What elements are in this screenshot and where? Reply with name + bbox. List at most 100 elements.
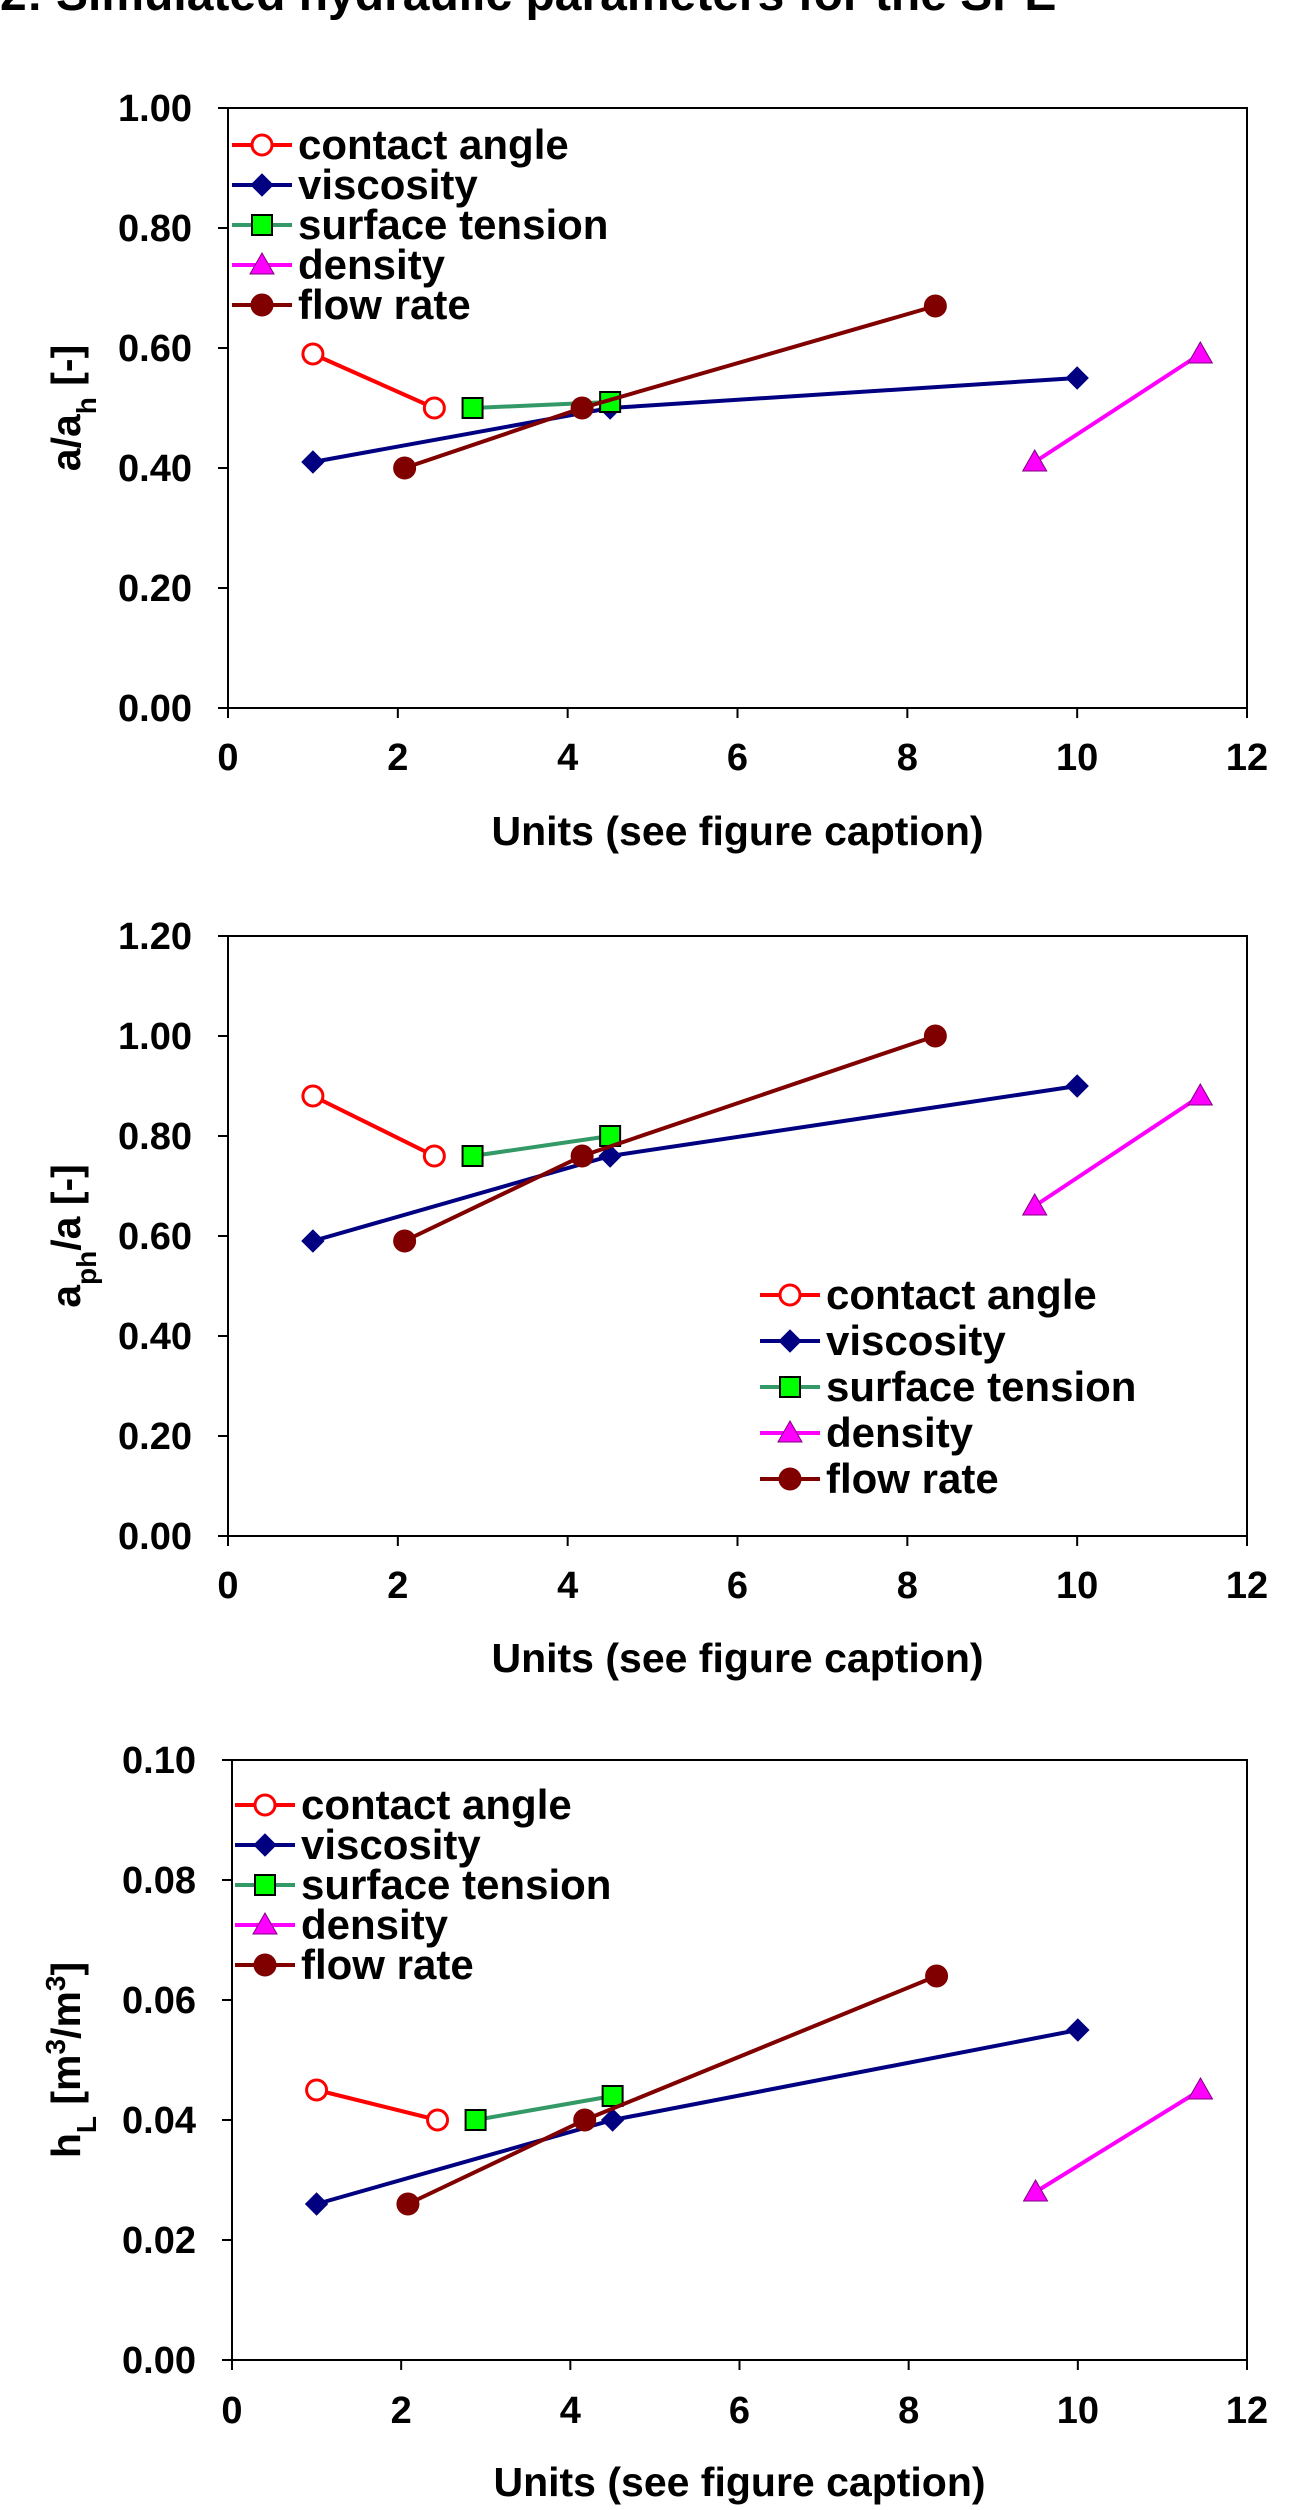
y-tick-label: 0.08 bbox=[122, 1860, 196, 1902]
legend-label: surface tension bbox=[826, 1363, 1136, 1410]
y-tick-label: 0.00 bbox=[122, 2340, 196, 2382]
x-tick-label: 6 bbox=[727, 1565, 748, 1607]
legend-item-flow-rate: flow rate bbox=[232, 281, 471, 328]
y-tick-label: 0.06 bbox=[122, 1980, 196, 2022]
series-line-contact-angle bbox=[312, 1094, 436, 1158]
x-tick-label: 2 bbox=[387, 1565, 408, 1607]
x-axis-label: Units (see figure caption) bbox=[491, 808, 983, 854]
legend-label: contact angle bbox=[298, 121, 569, 168]
series-line-density bbox=[1033, 352, 1202, 464]
figure-title: 2: Simulated hydraulic parameters for th… bbox=[0, 0, 1056, 24]
legend-swatch-marker bbox=[253, 1793, 277, 1817]
series-line-surface-tension bbox=[475, 2094, 613, 2122]
series-surface-tension bbox=[464, 2085, 624, 2131]
data-point-flow-rate bbox=[570, 1144, 594, 1168]
legend-swatch-marker bbox=[779, 1376, 801, 1398]
data-point-viscosity bbox=[1065, 366, 1089, 390]
data-point-flow-rate bbox=[570, 396, 594, 420]
data-point-flow-rate bbox=[393, 456, 417, 480]
legend-swatch-marker bbox=[249, 251, 275, 275]
legend-item-density: density bbox=[760, 1409, 974, 1456]
x-tick-label: 10 bbox=[1057, 2390, 1099, 2432]
data-point-contact-angle bbox=[422, 396, 446, 420]
legend-item-flow-rate: flow rate bbox=[235, 1941, 474, 1988]
x-tick-label: 4 bbox=[560, 2390, 581, 2432]
y-axis-label: aph/a [-] bbox=[43, 1164, 102, 1308]
x-tick-label: 12 bbox=[1226, 1565, 1268, 1607]
data-point-contact-angle bbox=[422, 1144, 446, 1168]
y-axis-label: hL [m3/m3] bbox=[40, 1962, 102, 2158]
legend-swatch-marker bbox=[253, 1953, 277, 1977]
legend-item-density: density bbox=[232, 241, 446, 288]
data-point-surface-tension bbox=[464, 2109, 487, 2131]
x-tick-label: 0 bbox=[217, 1565, 238, 1607]
legend-label: density bbox=[301, 1901, 449, 1948]
x-tick-label: 4 bbox=[557, 1565, 578, 1607]
legend-swatch-marker bbox=[778, 1283, 802, 1307]
chart-photo-ratio: 0.00 0.20 0.40 0.60 0.80 1.00 1.20 0 2 4 6 8 10 12 Uni… bbox=[43, 916, 1268, 1681]
data-point-density bbox=[1021, 1192, 1048, 1216]
legend-item-viscosity: viscosity bbox=[760, 1317, 1006, 1364]
legend-item-surface-tension: surface tension bbox=[232, 201, 608, 248]
series-density bbox=[1022, 2076, 1214, 2202]
data-point-density bbox=[1022, 2178, 1049, 2202]
series-surface-tension bbox=[461, 1125, 622, 1167]
data-point-density bbox=[1021, 448, 1048, 472]
series-contact-angle bbox=[301, 342, 446, 420]
legend-swatch-marker bbox=[250, 133, 274, 157]
legend-swatch-marker bbox=[250, 173, 274, 197]
data-point-flow-rate bbox=[393, 1229, 417, 1253]
data-point-viscosity bbox=[1066, 2018, 1090, 2042]
legend-item-contact-angle: contact angle bbox=[232, 121, 569, 168]
series-density bbox=[1021, 1082, 1214, 1216]
x-tick-label: 2 bbox=[387, 737, 408, 779]
data-point-density bbox=[1187, 2076, 1214, 2100]
data-point-flow-rate bbox=[396, 2192, 420, 2216]
data-point-density bbox=[1187, 1082, 1214, 1106]
x-tick-label: 10 bbox=[1056, 1565, 1098, 1607]
data-point-surface-tension bbox=[601, 2085, 624, 2107]
legend-item-surface-tension: surface tension bbox=[235, 1861, 611, 1908]
series-line-contact-angle bbox=[316, 2088, 438, 2122]
y-tick-label: 0.80 bbox=[118, 1116, 192, 1158]
x-tick-label: 8 bbox=[897, 1565, 918, 1607]
x-tick-label: 6 bbox=[727, 737, 748, 779]
data-point-viscosity bbox=[301, 450, 325, 474]
y-axis-label: a/ah [-] bbox=[43, 345, 102, 471]
x-axis-label: Units (see figure caption) bbox=[491, 1635, 983, 1681]
series-flow-rate bbox=[396, 1964, 949, 2216]
legend-label: contact angle bbox=[826, 1271, 1097, 1318]
y-tick-label: 0.60 bbox=[118, 328, 192, 370]
data-point-flow-rate bbox=[573, 2108, 597, 2132]
chart-liquid-holdup: 0.00 0.02 0.04 0.06 0.08 0.10 0 2 4 6 8 10 12 Units (… bbox=[40, 1740, 1269, 2505]
series-viscosity bbox=[304, 2018, 1090, 2216]
legend-swatch-marker bbox=[251, 214, 273, 236]
data-point-viscosity bbox=[1065, 1074, 1089, 1098]
x-axis-label: Units (see figure caption) bbox=[493, 2459, 985, 2505]
series-line-density bbox=[1033, 1094, 1202, 1208]
legend-swatch-marker bbox=[250, 293, 274, 317]
data-point-viscosity bbox=[600, 2108, 625, 2132]
plot-area bbox=[227, 935, 1248, 1537]
series-viscosity bbox=[301, 1074, 1089, 1253]
legend-label: viscosity bbox=[301, 1821, 481, 1868]
legend-swatch-marker bbox=[777, 1419, 803, 1443]
legend-item-surface-tension: surface tension bbox=[760, 1363, 1136, 1410]
legend-swatch-marker bbox=[778, 1329, 802, 1353]
series-flow-rate bbox=[393, 294, 947, 480]
legend-label: surface tension bbox=[298, 201, 608, 248]
y-tick-label: 0.20 bbox=[118, 1416, 192, 1458]
x-tick-label: 0 bbox=[221, 2390, 242, 2432]
legend-label: density bbox=[826, 1409, 974, 1456]
legend-item-contact-angle: contact angle bbox=[235, 1781, 572, 1828]
legend-item-density: density bbox=[235, 1901, 449, 1948]
legend-label: flow rate bbox=[298, 281, 471, 328]
x-tick-label: 0 bbox=[217, 737, 238, 779]
y-tick-label: 0.20 bbox=[118, 568, 192, 610]
legend-item-viscosity: viscosity bbox=[232, 161, 478, 208]
legend-swatch-marker bbox=[252, 1911, 278, 1935]
legend-label: viscosity bbox=[826, 1317, 1006, 1364]
y-tick-label: 1.00 bbox=[118, 88, 192, 130]
data-point-flow-rate bbox=[925, 1964, 949, 1988]
